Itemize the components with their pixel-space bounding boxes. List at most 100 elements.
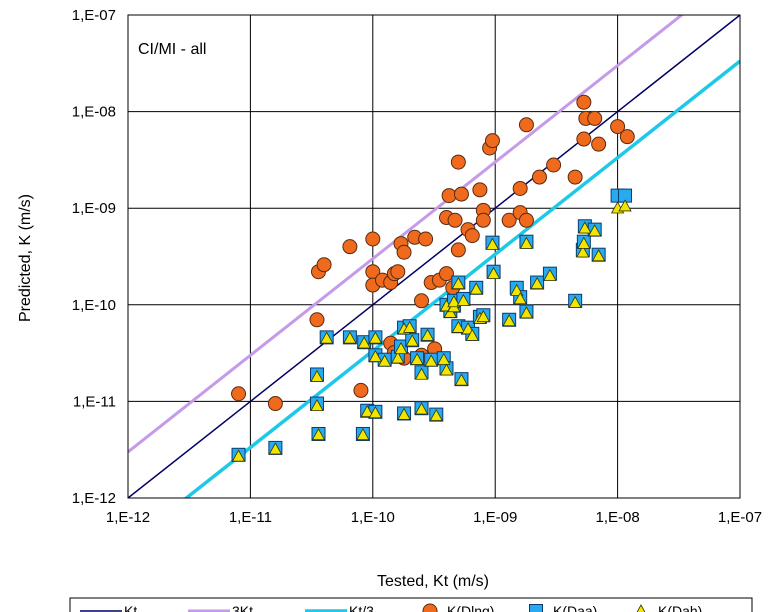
legend-label: Kt — [124, 603, 137, 612]
data-point — [502, 314, 516, 327]
reference-line-kt — [128, 15, 740, 498]
legend-swatch — [529, 604, 543, 612]
data-point — [368, 349, 383, 362]
data-point — [543, 268, 557, 281]
data-point — [510, 283, 524, 296]
data-point — [501, 212, 517, 228]
data-point — [484, 133, 500, 149]
legend-label: K(Daa) — [553, 603, 597, 612]
data-point — [453, 186, 469, 202]
y-tick-label: 1,E-12 — [72, 490, 116, 507]
data-point — [475, 212, 491, 228]
legend-item-kt: Kt — [80, 603, 137, 612]
data-point — [231, 449, 246, 462]
data-point — [309, 312, 325, 328]
data-point — [576, 245, 590, 258]
x-axis-ticks: 1,E-12 1,E-11 1,E-10 1,E-09 1,E-08 1,E-07 — [106, 509, 762, 526]
data-point — [424, 354, 438, 367]
y-axis-ticks: 1,E-12 1,E-11 1,E-10 1,E-09 1,E-08 1,E-07 — [72, 7, 116, 507]
data-point — [472, 182, 488, 198]
data-point — [365, 231, 381, 247]
legend-label: Kt/3 — [349, 603, 374, 612]
x-tick-label: 1,E-07 — [718, 509, 762, 526]
data-point — [454, 373, 469, 386]
data-point — [610, 119, 626, 135]
data-point — [414, 402, 429, 415]
data-point — [231, 386, 247, 402]
data-point — [420, 328, 435, 341]
data-point — [391, 351, 405, 364]
y-tick-label: 1,E-09 — [72, 200, 116, 217]
data-point — [368, 406, 383, 419]
series-k-dah- — [231, 199, 632, 462]
data-point — [546, 157, 562, 173]
legend-label: 3Kt — [232, 603, 253, 612]
data-point — [518, 117, 534, 133]
legend-box — [69, 597, 753, 612]
x-axis-label: Tested, Kt (m/s) — [377, 573, 489, 590]
data-point — [429, 408, 443, 421]
data-point — [451, 320, 466, 333]
reference-line-kt-3 — [183, 59, 740, 498]
data-point — [316, 257, 332, 273]
data-point — [512, 180, 528, 196]
legend-swatch — [636, 604, 646, 612]
data-point — [485, 237, 500, 250]
data-point — [518, 212, 534, 228]
data-point — [591, 136, 607, 152]
data-point — [405, 334, 419, 347]
data-point — [402, 320, 417, 333]
data-point — [464, 228, 480, 244]
legend-swatch — [422, 603, 438, 612]
gridlines — [127, 14, 741, 499]
legend-item-k-daa-: K(Daa) — [529, 603, 597, 612]
data-point — [465, 328, 479, 341]
data-point — [310, 398, 324, 412]
data-point — [568, 295, 582, 308]
data-point — [343, 331, 357, 344]
data-point — [377, 354, 392, 367]
data-point — [587, 110, 603, 126]
legend-item-3kt: 3Kt — [188, 603, 253, 612]
data-point — [441, 188, 457, 204]
data-point — [476, 310, 491, 323]
data-point — [394, 342, 408, 355]
legend-label: K(Dah) — [658, 603, 702, 612]
x-tick-label: 1,E-09 — [473, 509, 517, 526]
plot-series — [128, 15, 740, 498]
y-tick-label: 1,E-10 — [72, 297, 116, 314]
y-axis-label: Predicted, K (m/s) — [17, 194, 34, 322]
y-tick-label: 1,E-07 — [72, 7, 116, 24]
data-point — [310, 369, 324, 382]
data-point — [618, 199, 632, 212]
legend-item-kt-3: Kt/3 — [305, 603, 374, 612]
x-tick-label: 1,E-08 — [595, 509, 639, 526]
data-point — [356, 428, 370, 441]
data-point — [267, 396, 283, 412]
data-point — [576, 94, 592, 110]
data-point — [396, 244, 412, 260]
plot-frame — [127, 14, 741, 499]
data-point — [567, 169, 583, 185]
data-point — [414, 293, 430, 309]
data-point — [519, 236, 534, 249]
y-tick-label: 1,E-08 — [72, 104, 116, 121]
data-point — [447, 295, 461, 308]
data-point — [576, 131, 592, 147]
data-point — [456, 293, 471, 307]
data-point — [320, 331, 334, 344]
data-point — [447, 212, 463, 228]
data-point — [450, 154, 466, 170]
data-point — [519, 306, 534, 319]
data-point — [410, 352, 424, 365]
data-point — [368, 331, 383, 344]
x-tick-label: 1,E-12 — [106, 509, 150, 526]
data-point — [486, 266, 501, 279]
legend-label: K(Dlng) — [447, 603, 494, 612]
data-point — [414, 367, 429, 380]
data-point — [437, 352, 451, 365]
data-point — [469, 282, 483, 295]
data-point — [588, 224, 602, 237]
legend-item-k-dlng-: K(Dlng) — [422, 603, 494, 612]
